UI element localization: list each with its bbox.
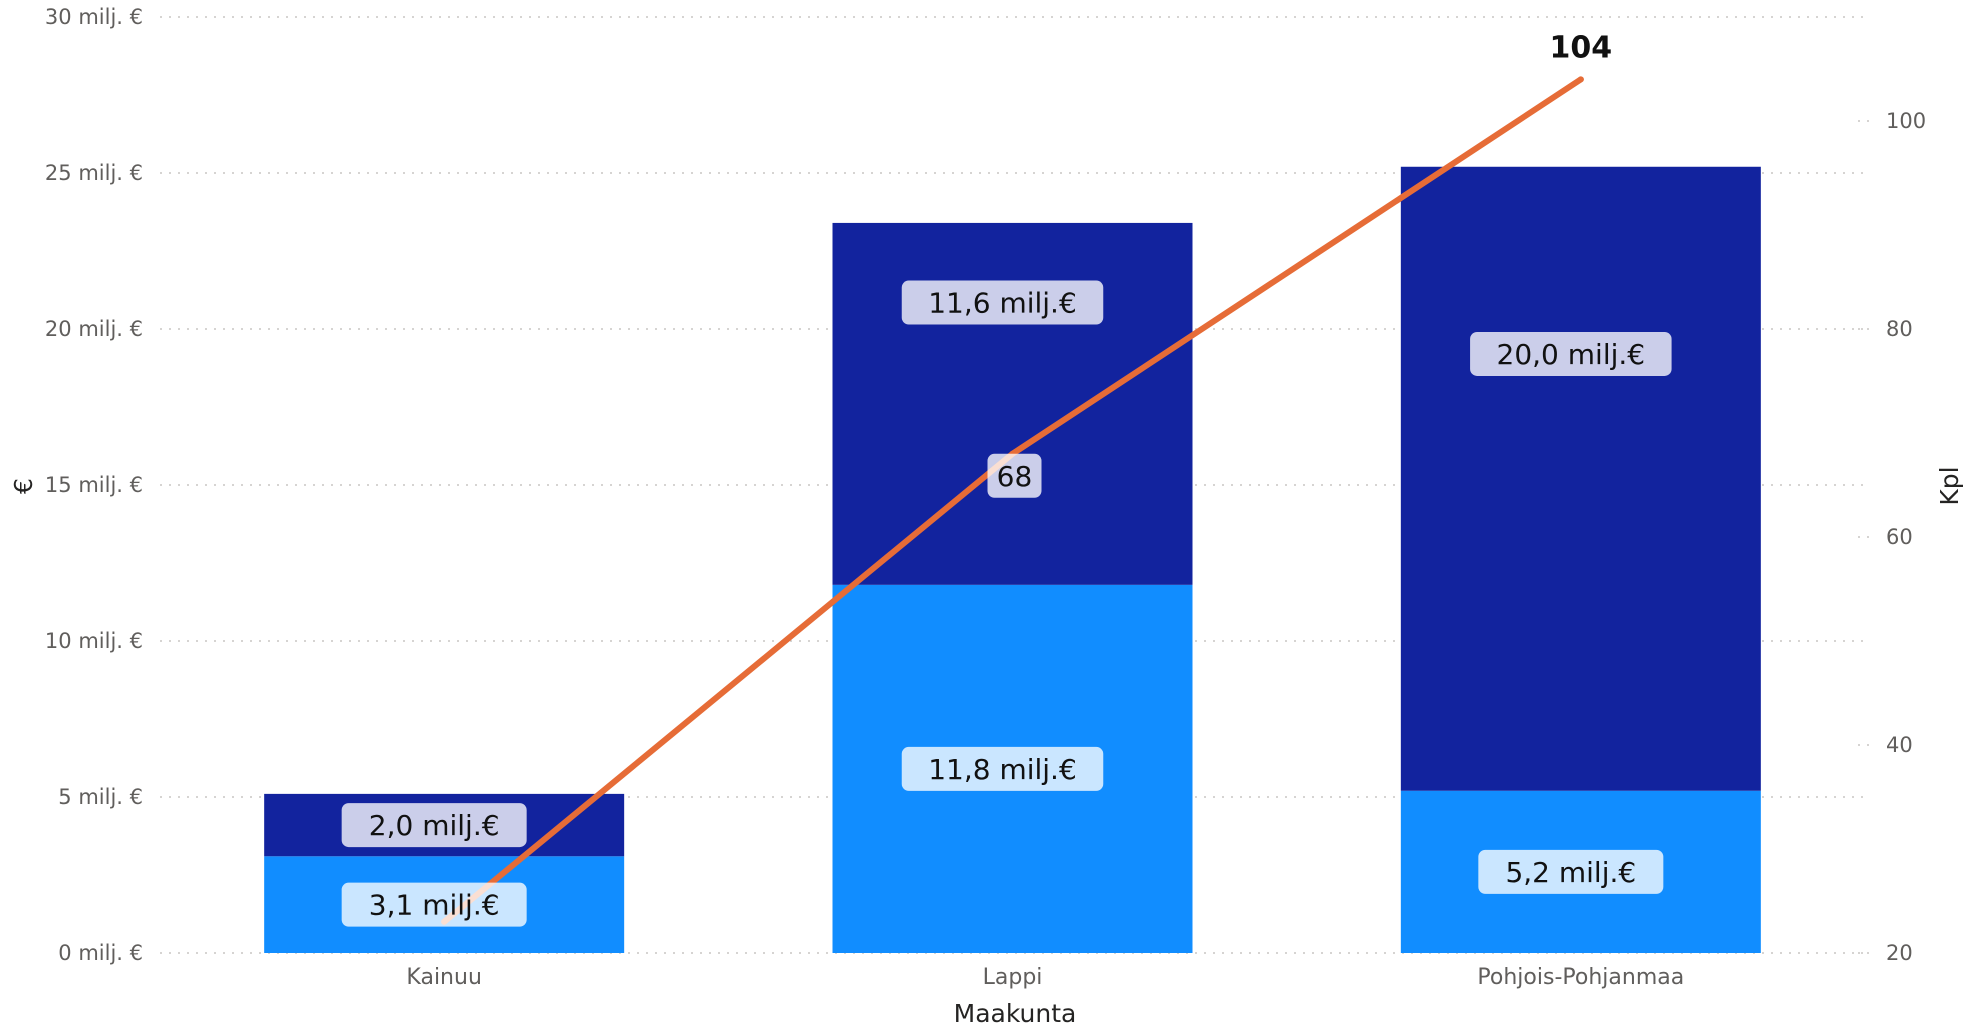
bar-label-bg bbox=[1470, 331, 1672, 376]
bar-label-bg bbox=[901, 746, 1104, 791]
bar-label-bg bbox=[1478, 849, 1664, 894]
bar-label-bg bbox=[901, 280, 1104, 325]
bar-label-bg bbox=[341, 803, 527, 848]
bar-label: 5,2 milj.€ bbox=[1478, 849, 1664, 894]
x-axis-ticks: Kainuu Lappi Pohjois-Pohjanmaa bbox=[406, 965, 1684, 990]
bar-label-text: 11,6 milj.€ bbox=[928, 287, 1077, 320]
bar-label-text: 3,1 milj.€ bbox=[369, 889, 500, 922]
data-labels: 3,1 milj.€ 11,8 milj.€ 5,2 milj.€ 2,0 milj.… bbox=[341, 30, 1672, 927]
y2-axis-title: Kpl bbox=[1935, 466, 1964, 505]
y2-axis-ticks: 20 40 60 80 100 bbox=[1858, 109, 1926, 965]
line-label-text: 68 bbox=[997, 460, 1033, 493]
bar-pohjois-pohjanmaa-s1[interactable] bbox=[1400, 166, 1761, 791]
x-axis-title: Maakunta bbox=[954, 999, 1077, 1027]
y2-tick-label: 80 bbox=[1886, 317, 1913, 341]
y2-tick-label: 100 bbox=[1886, 109, 1926, 133]
bar-label-text: 2,0 milj.€ bbox=[369, 809, 500, 842]
y-axis-ticks: 0 milj. € 5 milj. € 10 milj. € 15 milj. € 20… bbox=[45, 5, 143, 965]
bar-label: 20,0 milj.€ bbox=[1470, 331, 1672, 376]
y-tick-label: 30 milj. € bbox=[45, 5, 143, 29]
line-label: 68 bbox=[987, 453, 1042, 498]
x-tick-label: Lappi bbox=[983, 965, 1043, 990]
y-tick-label: 0 milj. € bbox=[58, 941, 143, 965]
bar-label-text: 11,8 milj.€ bbox=[928, 753, 1077, 786]
bar-label: 2,0 milj.€ bbox=[341, 803, 527, 848]
line-point[interactable] bbox=[1577, 76, 1584, 83]
y-tick-label: 20 milj. € bbox=[45, 317, 143, 341]
bar-label: 11,8 milj.€ bbox=[901, 746, 1104, 791]
y-axis-title: € bbox=[9, 478, 38, 494]
y-tick-label: 5 milj. € bbox=[58, 785, 143, 809]
x-tick-label: Pohjois-Pohjanmaa bbox=[1477, 965, 1684, 990]
y2-tick-label: 40 bbox=[1886, 733, 1913, 757]
x-tick-label: Kainuu bbox=[406, 965, 481, 990]
y-tick-label: 10 milj. € bbox=[45, 629, 143, 653]
bar-label: 3,1 milj.€ bbox=[341, 882, 527, 927]
bar-label: 11,6 milj.€ bbox=[901, 280, 1104, 325]
line-label-bg bbox=[987, 453, 1042, 498]
bar-label-text: 5,2 milj.€ bbox=[1505, 856, 1636, 889]
y-tick-label: 15 milj. € bbox=[45, 473, 143, 497]
y-tick-label: 25 milj. € bbox=[45, 161, 143, 185]
y2-tick-label: 20 bbox=[1886, 941, 1913, 965]
y2-tick-label: 60 bbox=[1886, 525, 1913, 549]
bar-label-text: 20,0 milj.€ bbox=[1497, 338, 1646, 371]
bar-label-bg bbox=[341, 882, 527, 927]
bar-lappi-s1[interactable] bbox=[832, 222, 1193, 585]
line-peak-label: 104 bbox=[1550, 30, 1613, 65]
